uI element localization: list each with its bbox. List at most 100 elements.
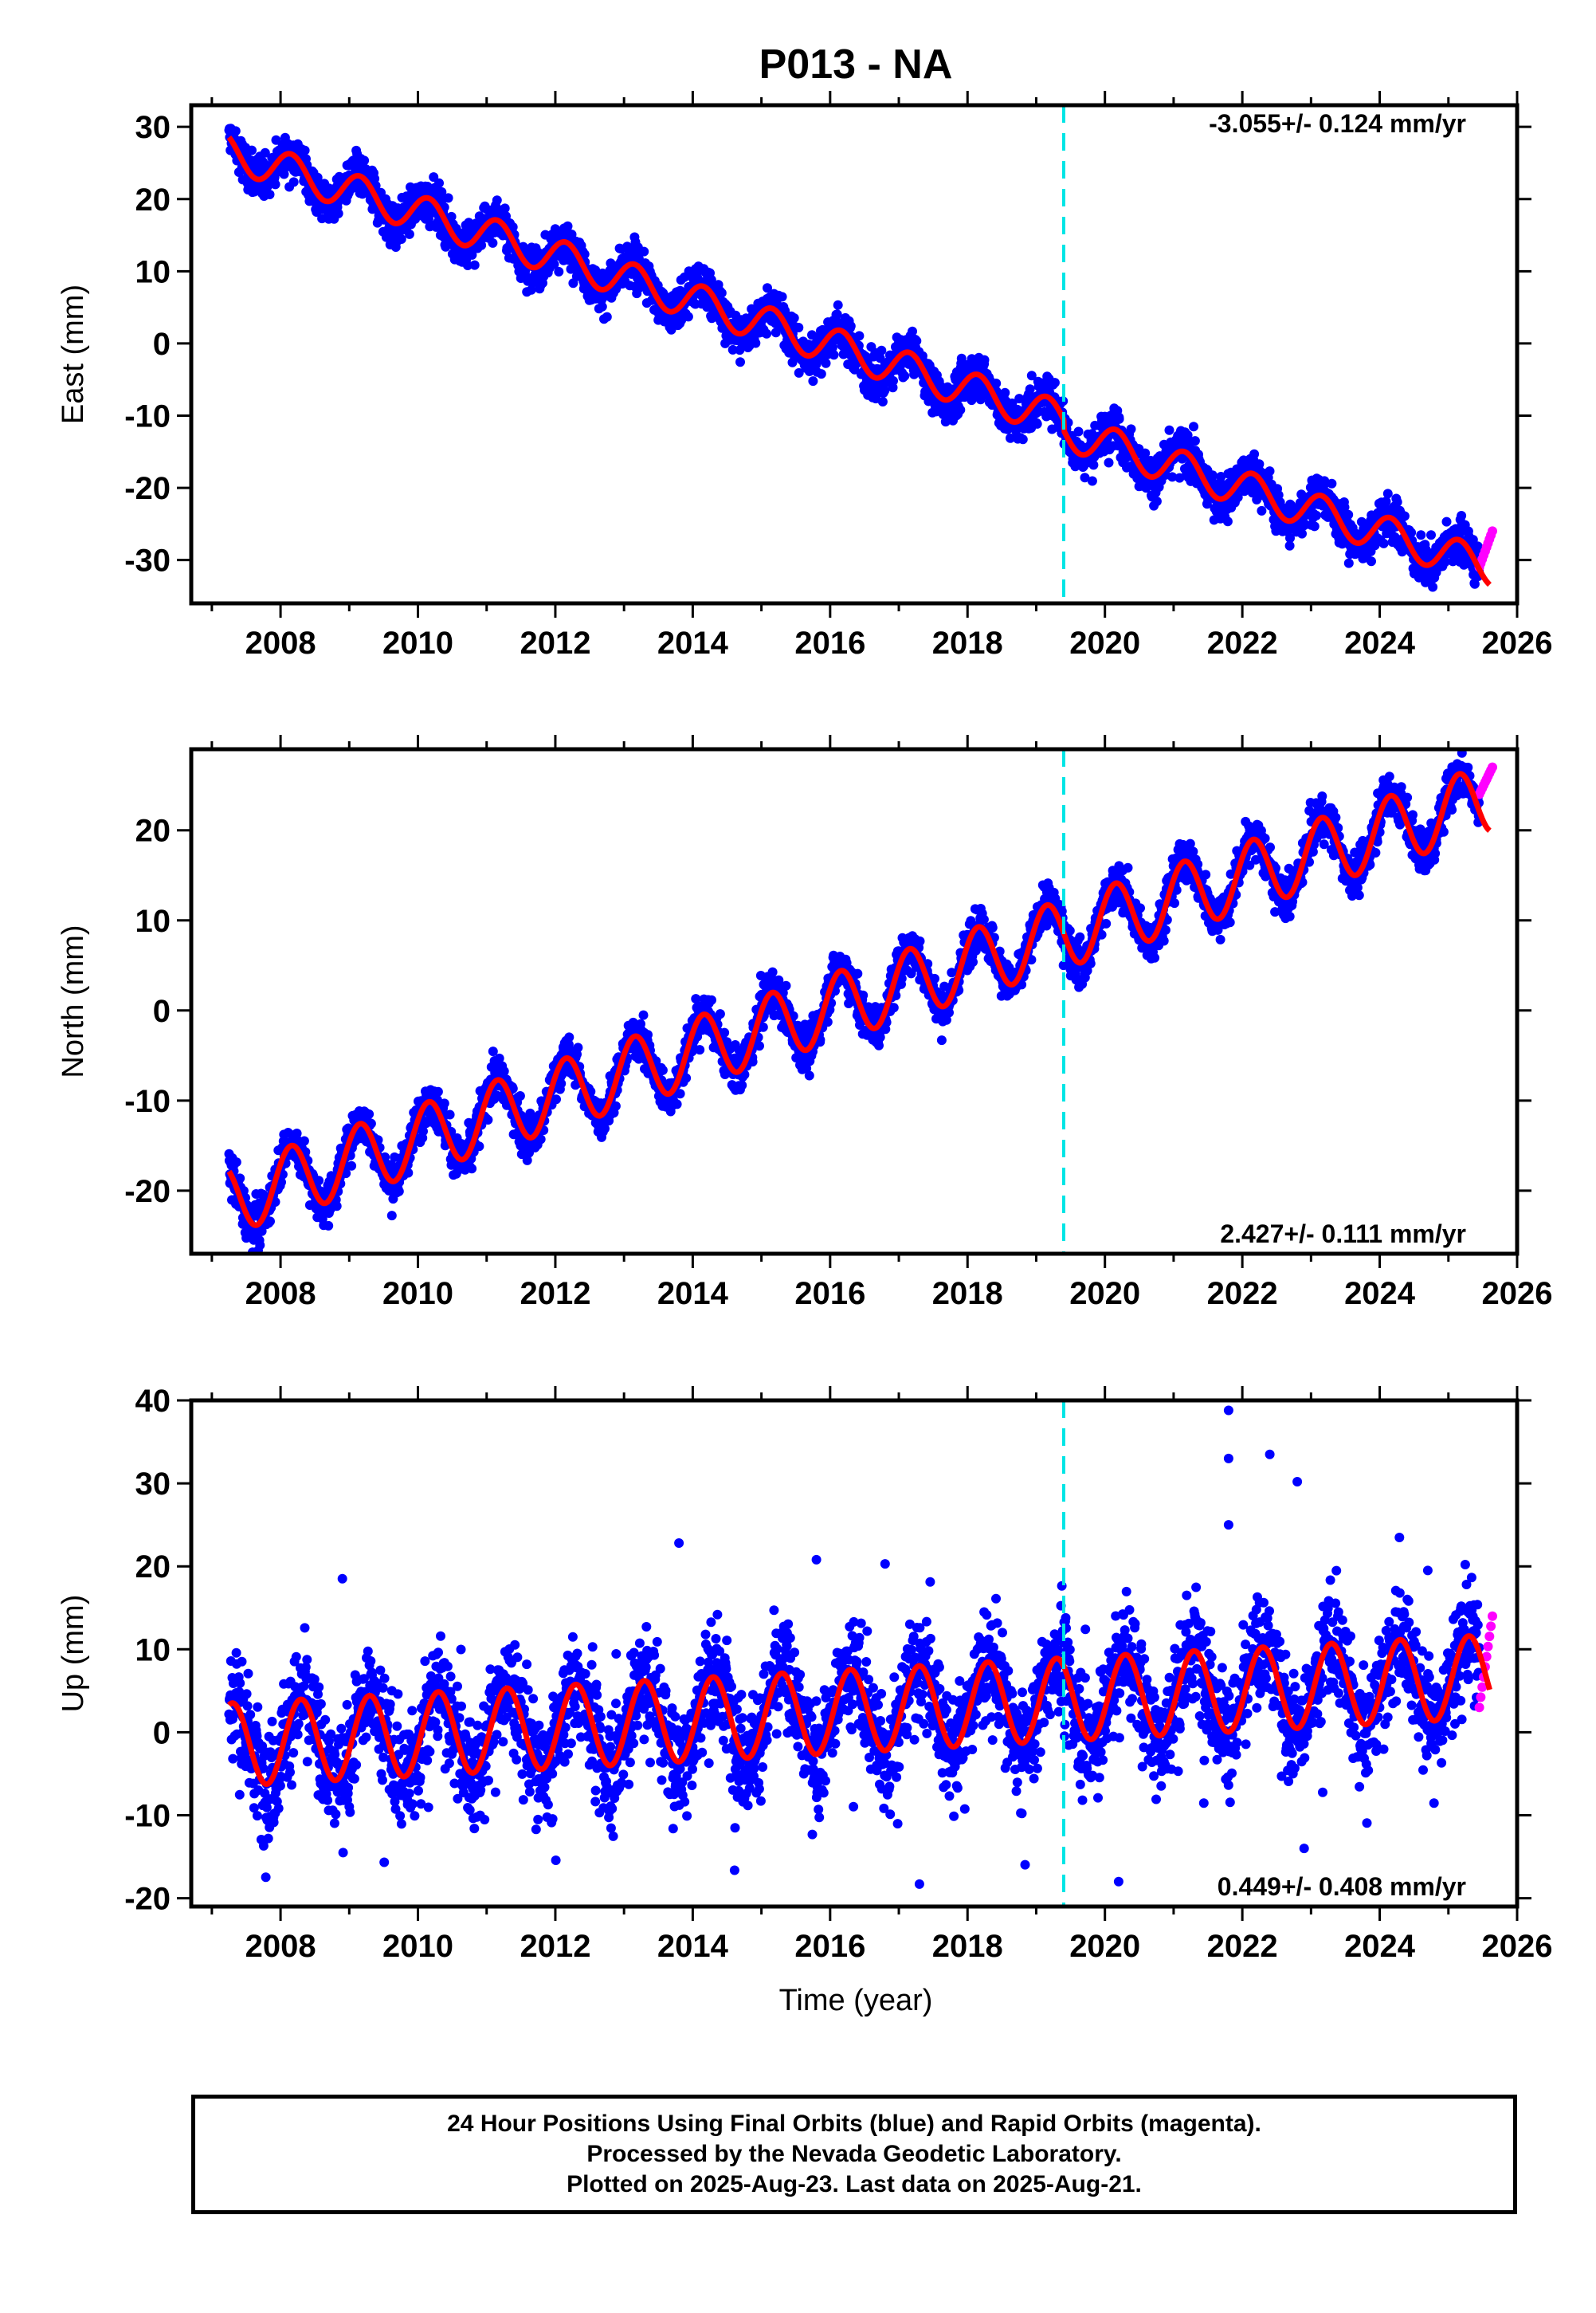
chart-title: P013 - NA bbox=[759, 41, 953, 88]
final-orbit-point bbox=[1182, 430, 1193, 440]
y-tick-label: -20 bbox=[124, 471, 171, 506]
final-orbit-point bbox=[564, 1032, 574, 1043]
final-orbit-point bbox=[1216, 472, 1226, 481]
east-rapid-orbit-points bbox=[1474, 526, 1497, 572]
final-orbit-point bbox=[1309, 521, 1320, 532]
final-orbit-point bbox=[483, 1115, 493, 1125]
final-orbit-point bbox=[347, 1160, 357, 1171]
final-orbit-point bbox=[720, 1027, 730, 1038]
final-orbit-point bbox=[1189, 422, 1198, 432]
final-orbit-point bbox=[312, 172, 323, 183]
final-orbit-point bbox=[675, 1089, 685, 1099]
final-orbit-point bbox=[230, 126, 241, 136]
final-orbit-point bbox=[657, 1065, 668, 1075]
final-orbit-point bbox=[446, 211, 457, 222]
final-orbit-point bbox=[979, 355, 990, 365]
final-orbit-point bbox=[1297, 528, 1307, 539]
east-velocity-label: -3.055+/- 0.124 mm/yr bbox=[1209, 109, 1466, 138]
final-orbit-point bbox=[1164, 425, 1174, 435]
x-tick-label: 2012 bbox=[520, 626, 590, 661]
final-orbit-point bbox=[469, 260, 480, 270]
final-orbit-point bbox=[1114, 414, 1124, 424]
final-orbit-point bbox=[508, 222, 518, 232]
final-orbit-point bbox=[1457, 511, 1467, 520]
final-orbit-point bbox=[437, 187, 447, 197]
final-orbit-point bbox=[1416, 530, 1426, 540]
final-orbit-point bbox=[492, 195, 502, 206]
final-orbit-point bbox=[257, 1226, 267, 1236]
final-orbit-point bbox=[1469, 579, 1480, 589]
final-orbit-point bbox=[1126, 424, 1136, 434]
final-orbit-point bbox=[445, 1109, 455, 1120]
x-tick-label: 2020 bbox=[1069, 626, 1140, 661]
final-orbit-point bbox=[1273, 490, 1284, 501]
final-orbit-point bbox=[1399, 511, 1410, 521]
final-orbit-point bbox=[1080, 473, 1090, 483]
final-orbit-point bbox=[556, 1078, 567, 1089]
final-orbit-point bbox=[1254, 459, 1265, 469]
x-tick-label: 2010 bbox=[382, 626, 453, 661]
final-orbit-point bbox=[359, 155, 370, 166]
rapid-orbit-point bbox=[1488, 526, 1497, 536]
final-orbit-point bbox=[1207, 470, 1218, 481]
x-tick-label: 2024 bbox=[1344, 626, 1416, 661]
final-orbit-point bbox=[672, 1099, 682, 1109]
final-orbit-point bbox=[1339, 502, 1350, 512]
y-tick-label: -10 bbox=[124, 399, 171, 434]
east-x-ticks bbox=[210, 91, 1519, 618]
final-orbit-point bbox=[1312, 510, 1321, 520]
final-orbit-point bbox=[900, 371, 910, 381]
north-final-orbit-points bbox=[224, 749, 1484, 1254]
y-tick-label: 20 bbox=[135, 183, 171, 218]
final-orbit-point bbox=[1285, 533, 1295, 544]
final-orbit-point bbox=[288, 177, 299, 187]
final-orbit-point bbox=[1025, 384, 1035, 395]
x-tick-label: 2022 bbox=[1207, 626, 1278, 661]
final-orbit-point bbox=[324, 1220, 334, 1231]
final-orbit-point bbox=[1343, 558, 1354, 568]
final-orbit-point bbox=[247, 145, 257, 155]
final-orbit-point bbox=[1233, 492, 1243, 502]
final-orbit-point bbox=[299, 1136, 309, 1146]
final-orbit-point bbox=[832, 309, 842, 320]
east-model-fit-line bbox=[226, 135, 1492, 587]
final-orbit-point bbox=[1026, 371, 1037, 381]
final-orbit-point bbox=[707, 995, 716, 1005]
final-orbit-point bbox=[1392, 497, 1402, 507]
final-orbit-point bbox=[314, 1176, 324, 1186]
x-tick-label: 2008 bbox=[245, 626, 316, 661]
x-tick-label: 2018 bbox=[932, 626, 1003, 661]
east-panel: 2008 2010 2012 2014 2016 2018 2020 2022 2024 2026… bbox=[57, 91, 1552, 661]
final-orbit-point bbox=[908, 326, 917, 336]
final-orbit-point bbox=[643, 1030, 653, 1040]
final-orbit-point bbox=[794, 367, 804, 378]
final-orbit-point bbox=[967, 395, 977, 406]
final-orbit-point bbox=[500, 203, 510, 214]
final-orbit-point bbox=[270, 1197, 280, 1207]
final-orbit-point bbox=[554, 266, 564, 277]
final-orbit-point bbox=[833, 300, 843, 310]
final-orbit-point bbox=[829, 350, 839, 360]
final-orbit-point bbox=[467, 1164, 477, 1174]
final-orbit-point bbox=[235, 1173, 245, 1184]
final-orbit-point bbox=[1249, 449, 1260, 459]
final-orbit-point bbox=[1426, 530, 1436, 540]
final-orbit-point bbox=[394, 1186, 404, 1196]
final-orbit-point bbox=[404, 229, 414, 239]
final-orbit-point bbox=[333, 208, 343, 218]
final-orbit-point bbox=[579, 249, 590, 259]
final-orbit-point bbox=[1428, 582, 1438, 592]
final-orbit-point bbox=[876, 345, 887, 355]
final-orbit-point bbox=[1190, 436, 1200, 446]
final-orbit-point bbox=[331, 1201, 342, 1211]
final-orbit-point bbox=[706, 275, 716, 285]
final-orbit-point bbox=[474, 1141, 484, 1152]
final-orbit-point bbox=[1151, 497, 1162, 506]
final-orbit-point bbox=[463, 261, 473, 270]
final-orbit-point bbox=[1441, 516, 1452, 527]
final-orbit-point bbox=[1284, 540, 1295, 551]
y-tick-label: -30 bbox=[124, 544, 171, 579]
final-orbit-point bbox=[567, 230, 577, 240]
final-orbit-point bbox=[610, 1101, 621, 1111]
final-orbit-point bbox=[763, 283, 772, 293]
